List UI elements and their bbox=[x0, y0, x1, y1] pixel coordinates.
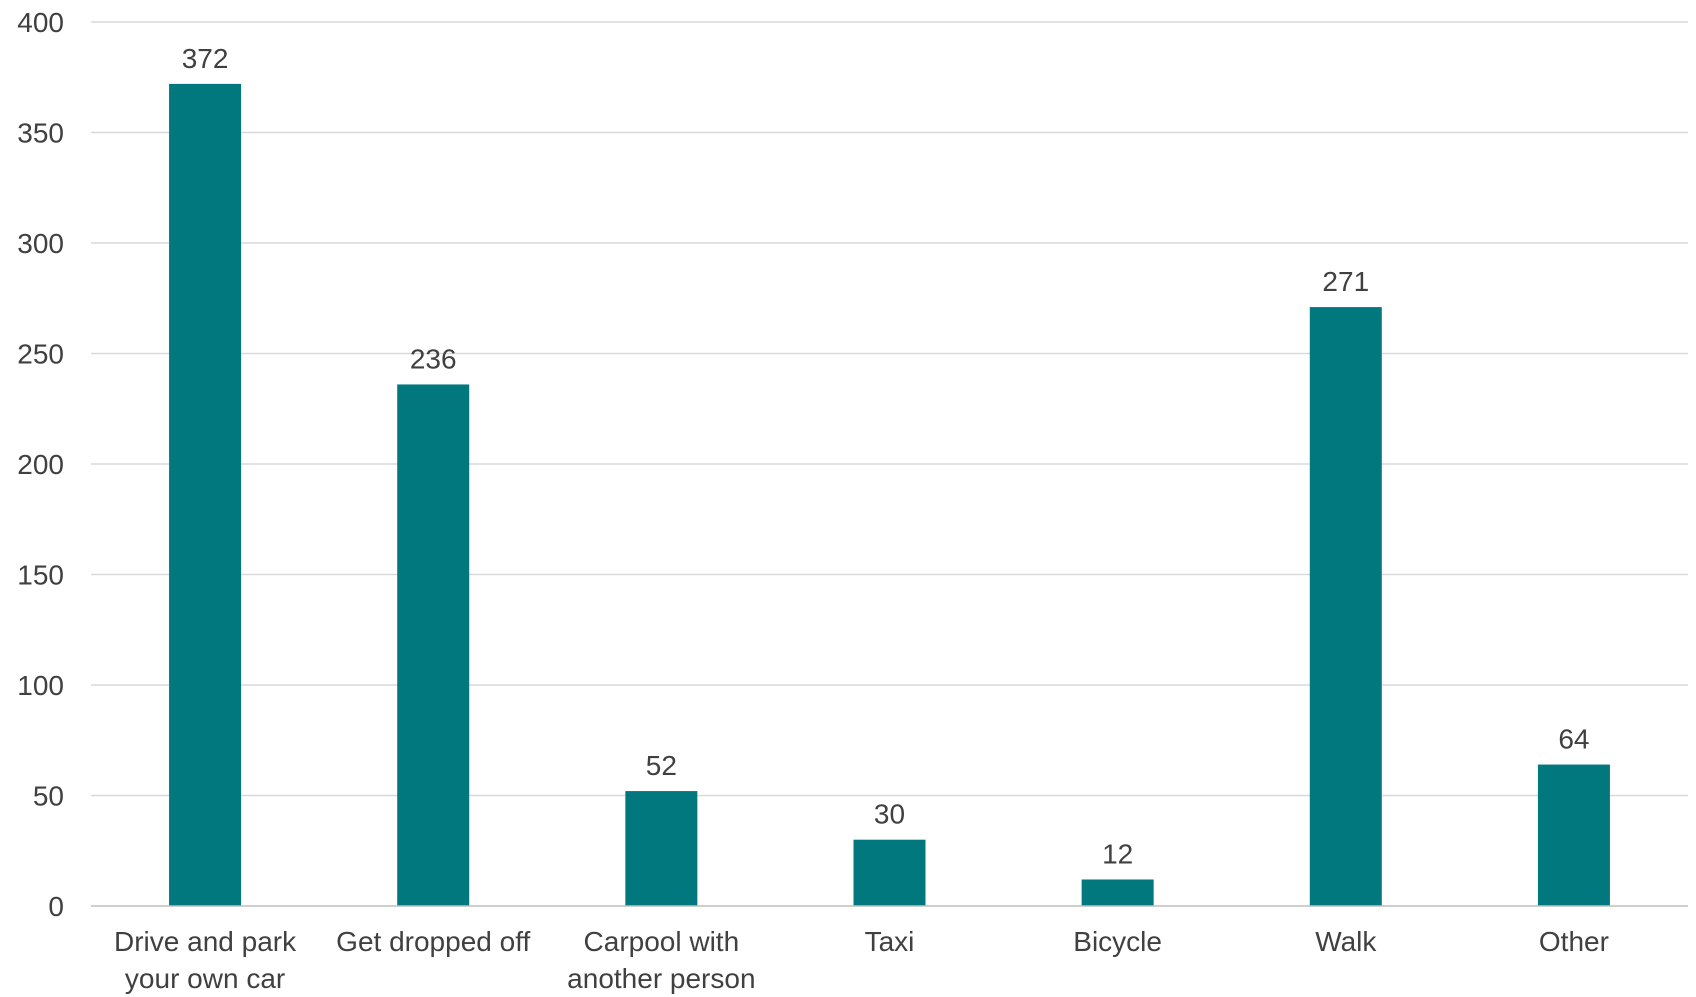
gridlines bbox=[91, 21, 1688, 797]
data-label: 12 bbox=[1102, 838, 1133, 869]
y-tick-label: 350 bbox=[17, 118, 64, 149]
data-label: 64 bbox=[1558, 724, 1589, 755]
x-tick-label: Carpool with another person bbox=[567, 926, 755, 994]
x-tick-label: Get dropped off bbox=[336, 926, 530, 957]
y-tick-label: 300 bbox=[17, 228, 64, 259]
y-tick-label: 200 bbox=[17, 449, 64, 480]
bar bbox=[1309, 307, 1382, 907]
data-label: 30 bbox=[874, 799, 905, 830]
y-axis-ticks: 0 50 100 150 200 250 300 350 400 bbox=[17, 7, 64, 922]
x-tick-label: Bicycle bbox=[1073, 926, 1162, 957]
x-axis-ticks: Drive and park your own car Get dropped of… bbox=[114, 926, 1609, 994]
bar bbox=[397, 384, 470, 906]
x-tick-label: Walk bbox=[1315, 926, 1377, 957]
x-tick-label: Other bbox=[1539, 926, 1609, 957]
data-label: 236 bbox=[410, 343, 457, 374]
y-tick-label: 0 bbox=[48, 891, 64, 922]
y-tick-label: 400 bbox=[17, 7, 64, 38]
y-tick-label: 150 bbox=[17, 560, 64, 591]
bar bbox=[853, 839, 926, 906]
y-tick-label: 50 bbox=[33, 781, 64, 812]
bar bbox=[169, 83, 242, 906]
bars bbox=[169, 83, 1610, 907]
bar bbox=[1081, 879, 1154, 906]
y-tick-label: 100 bbox=[17, 670, 64, 701]
bar bbox=[1537, 764, 1610, 906]
y-tick-label: 250 bbox=[17, 339, 64, 370]
data-labels: 372 236 52 30 12 271 64 bbox=[182, 43, 1590, 870]
data-label: 271 bbox=[1322, 266, 1369, 297]
data-label: 52 bbox=[646, 750, 677, 781]
data-label: 372 bbox=[182, 43, 229, 74]
bar bbox=[625, 791, 698, 906]
x-tick-label: Taxi bbox=[865, 926, 915, 957]
x-tick-label: Drive and park your own car bbox=[114, 926, 297, 994]
